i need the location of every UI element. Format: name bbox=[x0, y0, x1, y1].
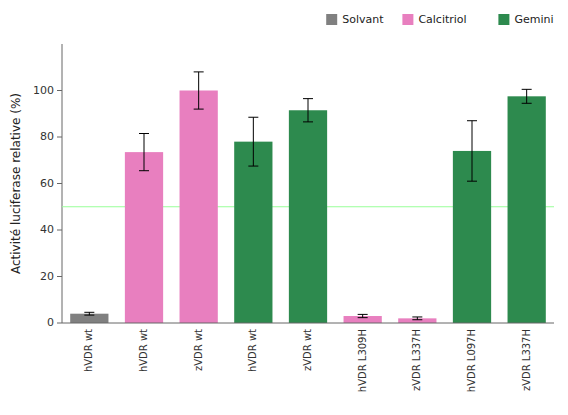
error-bar bbox=[467, 121, 477, 181]
y-tick-label: 40 bbox=[40, 223, 54, 236]
y-tick bbox=[57, 323, 62, 324]
bar bbox=[508, 96, 546, 323]
x-tick-label: hVDR L097H bbox=[466, 329, 477, 392]
y-tick-label: 80 bbox=[40, 130, 54, 143]
legend-swatch bbox=[326, 14, 337, 25]
legend-swatch bbox=[402, 14, 413, 25]
legend-item: Solvant bbox=[326, 13, 384, 26]
legend-label: Solvant bbox=[342, 13, 384, 26]
legend-label: Calcitriol bbox=[418, 13, 466, 26]
y-tick bbox=[57, 183, 62, 184]
x-tick-label: zVDR L337H bbox=[521, 329, 532, 391]
error-bar bbox=[412, 317, 422, 320]
x-tick-label: hVDR wt bbox=[247, 329, 258, 372]
x-axis-line bbox=[62, 323, 554, 324]
error-bar bbox=[522, 89, 532, 103]
x-tick-label: hVDR wt bbox=[83, 329, 94, 372]
bar bbox=[289, 110, 327, 323]
y-axis: 0 20 40 60 80 100 bbox=[33, 44, 62, 329]
bar bbox=[70, 314, 108, 323]
x-tick-label: zVDR L337H bbox=[411, 329, 422, 391]
x-axis: hVDR wt hVDR wt zVDR wt hVDR wt zVDR wt hVDR … bbox=[83, 329, 531, 392]
legend-label: Gemini bbox=[514, 13, 553, 26]
bar bbox=[180, 91, 218, 324]
y-axis-label: Activité luciferase relative (%) bbox=[9, 93, 23, 274]
chart: 0 20 40 60 80 100 Activité luciferase relative… bbox=[0, 0, 568, 415]
y-tick bbox=[57, 230, 62, 231]
x-tick-label: zVDR wt bbox=[193, 329, 204, 371]
y-tick-label: 0 bbox=[47, 316, 54, 329]
legend-item: Calcitriol bbox=[402, 13, 466, 26]
x-tick-label: zVDR wt bbox=[302, 329, 313, 371]
y-tick bbox=[57, 137, 62, 138]
y-tick-label: 60 bbox=[40, 177, 54, 190]
x-tick-label: hVDR L309H bbox=[357, 329, 368, 392]
y-tick-label: 100 bbox=[33, 84, 54, 97]
x-tick-label: hVDR wt bbox=[138, 329, 149, 372]
plot-area bbox=[62, 72, 554, 323]
legend: Solvant Calcitriol Gemini bbox=[326, 13, 553, 26]
y-tick bbox=[57, 90, 62, 91]
y-tick-label: 20 bbox=[40, 270, 54, 283]
error-bar bbox=[84, 312, 94, 315]
bar bbox=[234, 142, 272, 323]
bar bbox=[125, 152, 163, 323]
legend-item: Gemini bbox=[498, 13, 553, 26]
error-bar bbox=[248, 117, 258, 166]
y-axis-line bbox=[62, 44, 63, 323]
error-bar bbox=[303, 99, 313, 122]
error-bar bbox=[358, 314, 368, 317]
error-bar bbox=[139, 134, 149, 171]
error-bar bbox=[194, 72, 204, 109]
y-tick bbox=[57, 276, 62, 277]
legend-swatch bbox=[498, 14, 509, 25]
